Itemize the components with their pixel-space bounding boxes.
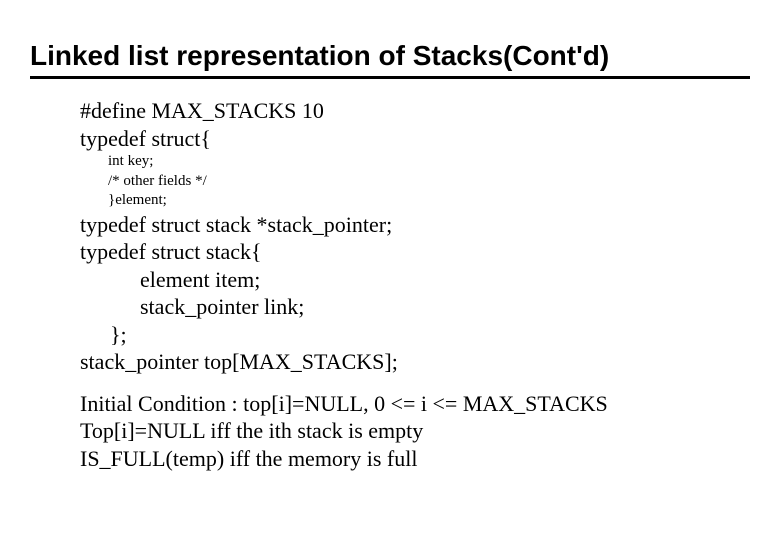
code-line-close: }; bbox=[80, 321, 750, 349]
slide-container: Linked list representation of Stacks(Con… bbox=[0, 0, 780, 502]
code-line-small: }element; bbox=[80, 191, 750, 211]
note-line: IS_FULL(temp) iff the memory is full bbox=[80, 445, 750, 473]
code-line-indent: element item; bbox=[80, 266, 750, 294]
slide-body: #define MAX_STACKS 10 typedef struct{ in… bbox=[30, 97, 750, 472]
note-line: Top[i]=NULL iff the ith stack is empty bbox=[80, 417, 750, 445]
code-line: typedef struct stack *stack_pointer; bbox=[80, 211, 750, 239]
code-line-small: int key; bbox=[80, 152, 750, 172]
code-line-indent: stack_pointer link; bbox=[80, 293, 750, 321]
spacer bbox=[80, 376, 750, 390]
slide-title: Linked list representation of Stacks(Con… bbox=[30, 40, 750, 79]
code-line: typedef struct stack{ bbox=[80, 238, 750, 266]
code-line: typedef struct{ bbox=[80, 125, 750, 153]
code-line: #define MAX_STACKS 10 bbox=[80, 97, 750, 125]
code-line: stack_pointer top[MAX_STACKS]; bbox=[80, 348, 750, 376]
code-line-small: /* other fields */ bbox=[80, 172, 750, 192]
note-line: Initial Condition : top[i]=NULL, 0 <= i … bbox=[80, 390, 750, 418]
